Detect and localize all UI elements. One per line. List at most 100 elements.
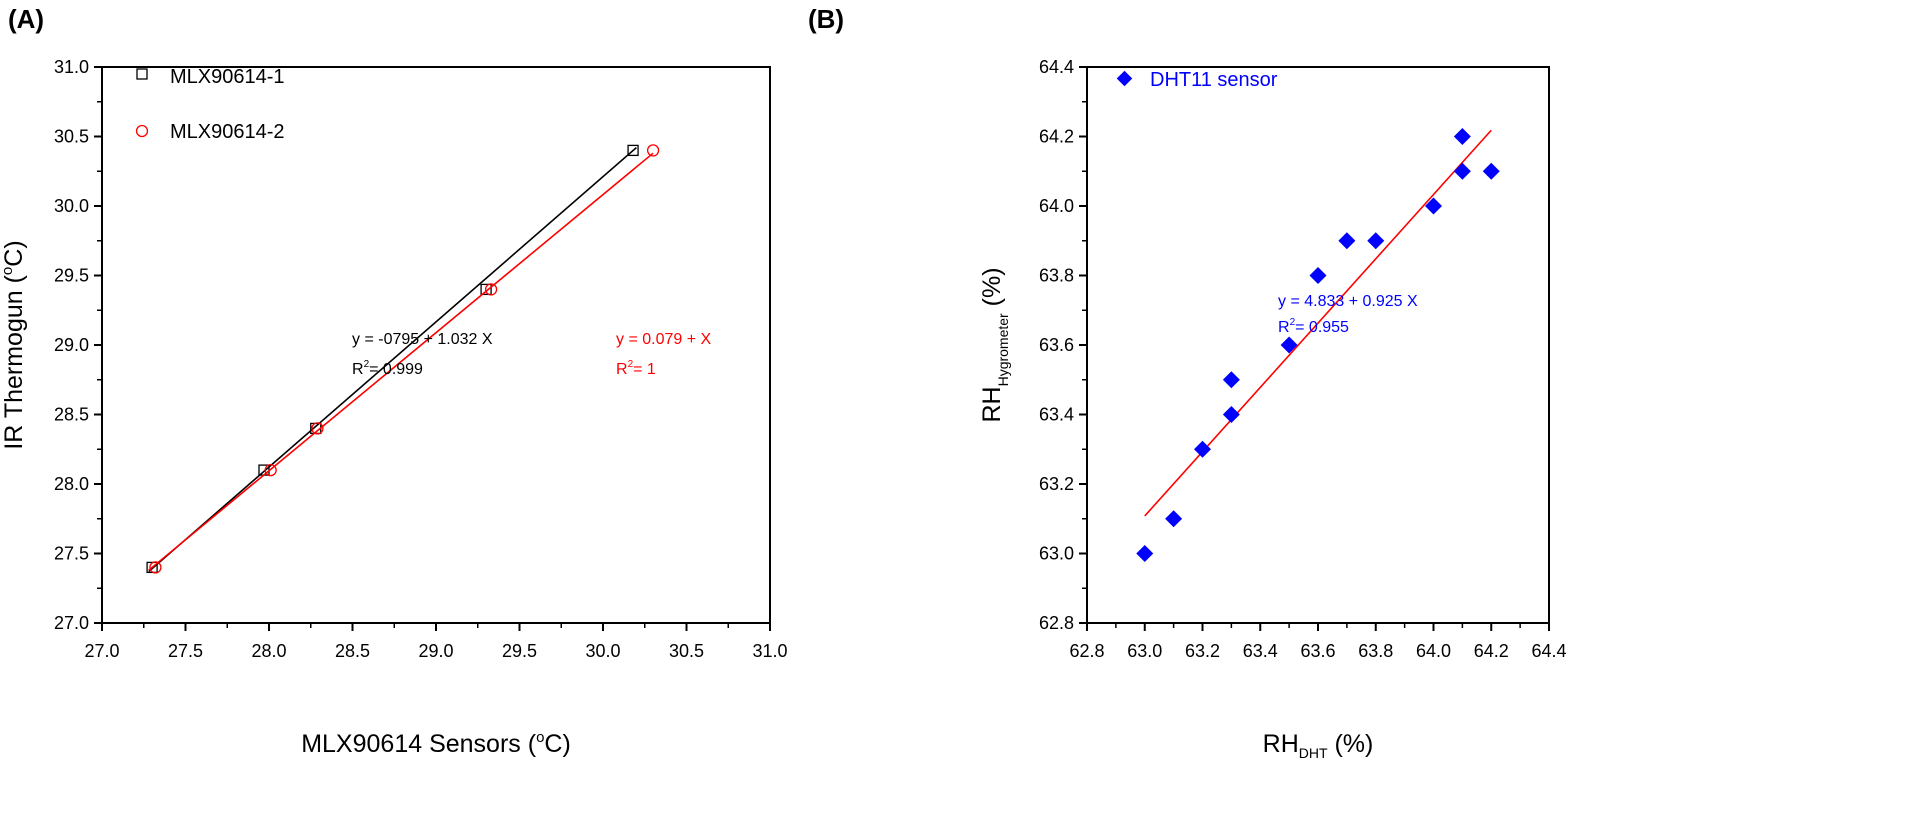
data-point-dht11-sensor [1338, 232, 1356, 250]
x-label-text: RH [1263, 730, 1299, 758]
data-point-dht11-sensor [1194, 440, 1211, 458]
data-point-mlx90614-2 [149, 561, 162, 574]
r2-mlx1: R2= 0.999 [352, 359, 423, 378]
data-point-dht11-sensor [1222, 406, 1240, 423]
y-label-text: RH [978, 386, 1006, 422]
data-point-dht11-sensor [1482, 162, 1500, 180]
y-axis-label-b: RHHygrometer (%) [978, 267, 1011, 422]
x-tick-label: 62.8 [1069, 641, 1104, 661]
data-point-dht11-sensor [1453, 162, 1471, 180]
x-tick-label: 31.0 [752, 641, 787, 661]
y-tick-label: 63.6 [1039, 335, 1074, 355]
y-label-end: (%) [978, 267, 1006, 313]
r2-value: = 1 [633, 361, 656, 378]
panel-a-label: (A) [8, 4, 44, 34]
x-label-text: MLX90614 Sensors ( [301, 730, 537, 758]
data-point-mlx90614-2 [484, 283, 498, 296]
y-tick-label: 63.2 [1039, 474, 1074, 494]
x-axis-label-a: MLX90614 Sensors (oC) [301, 729, 571, 758]
r2-dht11: R2= 0.955 [1278, 317, 1349, 336]
legend-label-dht11: DHT11 sensor [1150, 69, 1278, 91]
panel-b-label: (B) [808, 4, 844, 34]
y-tick-label: 62.8 [1039, 613, 1074, 633]
y-tick-label: 30.5 [54, 127, 89, 147]
x-label-end: (%) [1328, 730, 1374, 758]
y-label-sup: o [0, 267, 16, 275]
equation-mlx2: y = 0.079 + X [616, 331, 712, 348]
data-point-dht11-sensor [1280, 336, 1298, 354]
x-axis-label-b: RHDHT (%) [1263, 730, 1374, 761]
x-tick-label: 64.2 [1474, 641, 1509, 661]
x-tick-label: 28.5 [335, 641, 370, 661]
x-tick-label: 64.4 [1531, 641, 1566, 661]
r2-label: R [352, 361, 364, 378]
y-tick-label: 64.0 [1039, 196, 1074, 216]
x-tick-label: 30.5 [669, 641, 704, 661]
x-label-sub: DHT [1299, 745, 1328, 761]
y-tick-label: 27.5 [54, 544, 89, 564]
data-point-dht11-sensor [1453, 128, 1471, 145]
y-tick-label: 31.0 [54, 57, 89, 77]
equation-mlx1: y = -0795 + 1.032 X [352, 331, 493, 348]
data-point-dht11-sensor [1367, 232, 1385, 250]
x-tick-label: 63.8 [1358, 641, 1393, 661]
fit-line-mlx90614-2 [148, 152, 654, 571]
legend-marker-mlx1 [136, 68, 148, 80]
y-tick-label: 27.0 [54, 613, 89, 633]
y-tick-label: 28.0 [54, 474, 89, 494]
data-point-mlx90614-1 [627, 144, 639, 157]
r2-sup: 2 [364, 359, 370, 370]
y-tick-label: 28.5 [54, 405, 89, 425]
x-tick-label: 28.0 [251, 641, 286, 661]
panel-a: 27.0 27.5 28.0 28.5 29.0 29.5 30.0 30.5 31.0 27.0… [54, 57, 788, 661]
legend-label-mlx1: MLX90614-1 [170, 66, 285, 88]
y-tick-label: 63.0 [1039, 544, 1074, 564]
fit-line-mlx90614-1 [148, 147, 637, 573]
x-tick-label: 27.5 [168, 641, 203, 661]
x-tick-label: 27.0 [84, 641, 119, 661]
r2-mlx2: R2= 1 [616, 359, 656, 378]
y-tick-label: 63.4 [1039, 405, 1074, 425]
y-tick-label: 64.4 [1039, 57, 1074, 77]
x-tick-label: 64.0 [1416, 641, 1451, 661]
legend-marker-mlx2 [135, 124, 149, 138]
r2-value: = 0.999 [369, 361, 423, 378]
x-tick-label: 63.0 [1127, 641, 1162, 661]
y-tick-label: 29.0 [54, 335, 89, 355]
y-label-text: IR Thermogun ( [0, 274, 28, 449]
y-tick-label: 29.5 [54, 266, 89, 286]
legend-marker-dht11 [1116, 70, 1133, 87]
x-tick-label: 30.0 [585, 641, 620, 661]
data-point-dht11-sensor [1165, 510, 1183, 528]
x-tick-label: 63.6 [1300, 641, 1335, 661]
legend-label-mlx2: MLX90614-2 [170, 121, 285, 143]
r2-value: = 0.955 [1295, 319, 1349, 336]
data-point-mlx90614-1 [480, 283, 492, 296]
r2-sup: 2 [628, 359, 634, 370]
x-tick-label: 29.0 [418, 641, 453, 661]
data-point-mlx90614-2 [311, 422, 324, 435]
data-point-dht11-sensor [1309, 267, 1327, 284]
data-point-mlx90614-2 [264, 463, 277, 477]
r2-label: R [1278, 319, 1290, 336]
y-label-end: C) [0, 240, 28, 266]
y-tick-label: 64.2 [1039, 127, 1074, 147]
x-label-end: C) [544, 730, 570, 758]
data-point-dht11-sensor [1222, 371, 1240, 389]
y-label-sub: Hygrometer [995, 313, 1011, 386]
r2-label: R [616, 361, 628, 378]
y-tick-label: 30.0 [54, 196, 89, 216]
y-tick-label: 63.8 [1039, 266, 1074, 286]
data-point-dht11-sensor [1136, 545, 1154, 562]
x-tick-label: 63.2 [1185, 641, 1220, 661]
data-point-mlx90614-2 [646, 144, 660, 157]
panel-b: 62.8 63.0 63.2 63.4 63.6 63.8 64.0 64.2 64.4 62.8… [1039, 57, 1567, 661]
x-label-sup: o [536, 729, 544, 746]
equation-dht11: y = 4.833 + 0.925 X [1278, 293, 1418, 310]
y-axis-label-a: IR Thermogun (oC) [0, 240, 28, 449]
r2-sup: 2 [1290, 317, 1296, 328]
plot-frame [1086, 66, 1550, 624]
x-tick-label: 63.4 [1243, 641, 1278, 661]
x-tick-label: 29.5 [502, 641, 537, 661]
